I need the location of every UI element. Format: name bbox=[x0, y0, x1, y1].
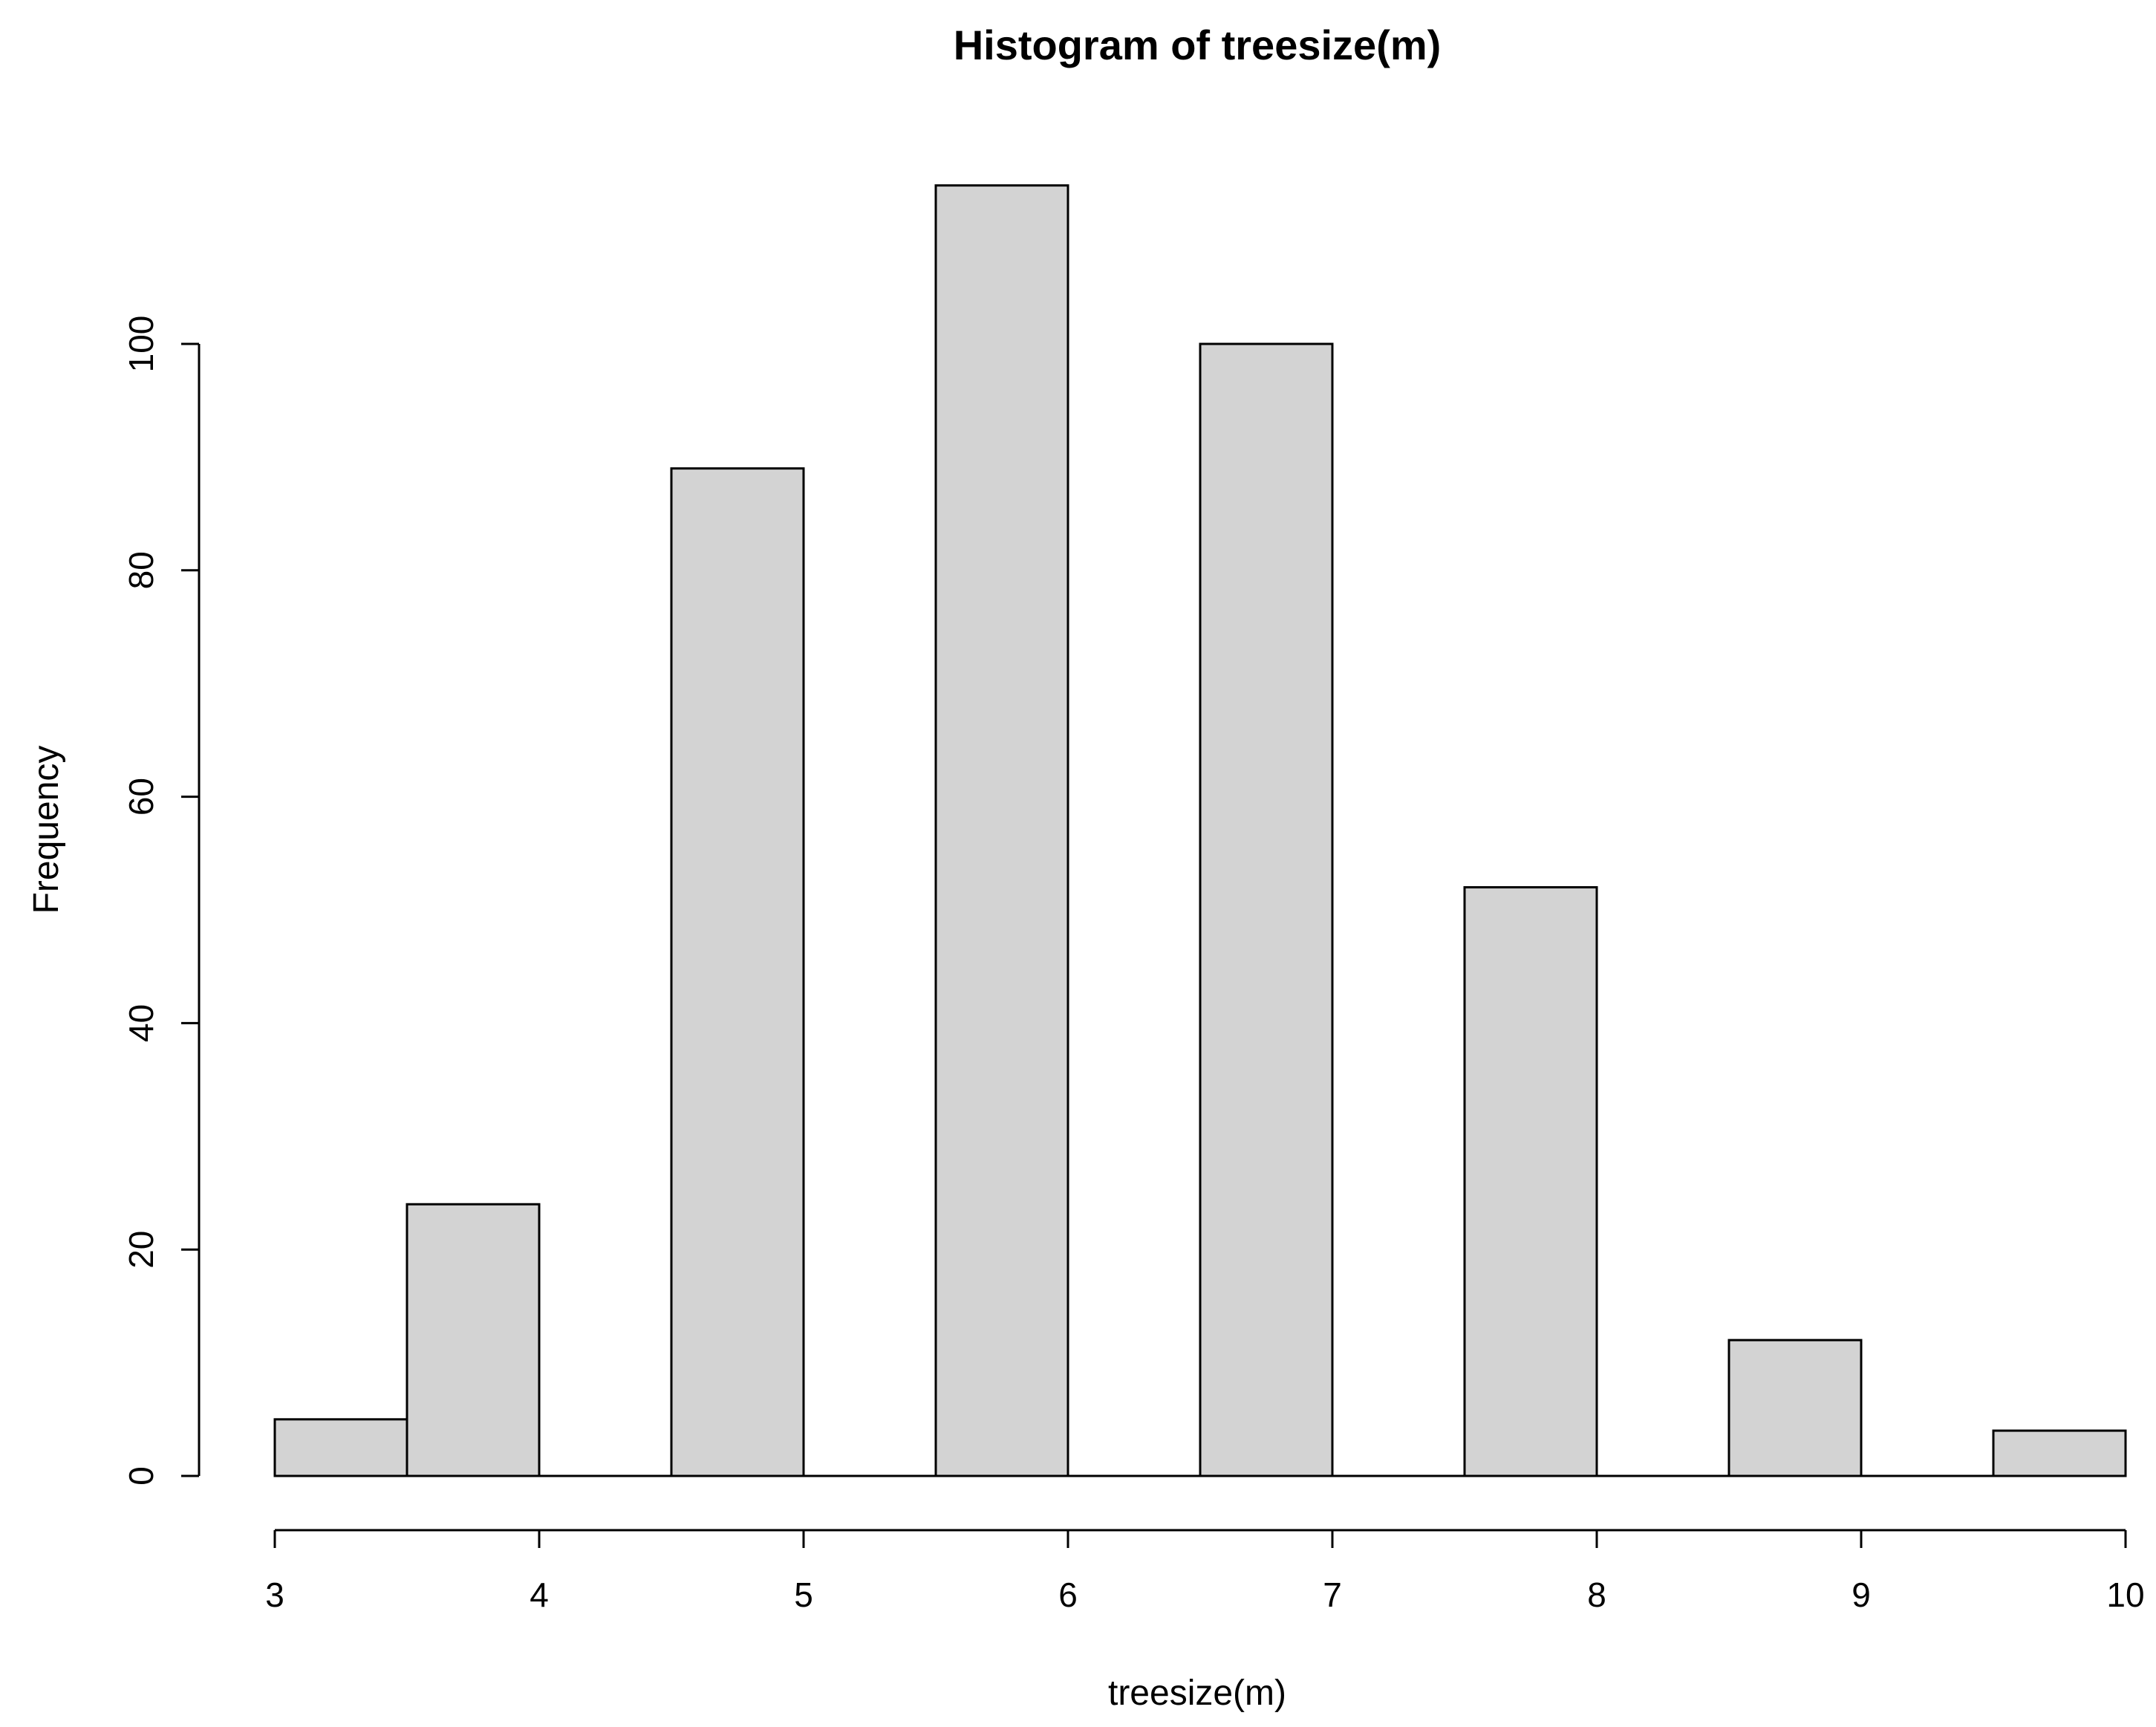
x-tick-label: 5 bbox=[794, 1575, 813, 1614]
histogram-bar bbox=[934, 184, 1069, 1477]
histogram-bar bbox=[1992, 1429, 2127, 1477]
histogram-bar bbox=[1727, 1339, 1863, 1477]
y-axis-label: Frequency bbox=[27, 746, 66, 914]
x-tick-label: 7 bbox=[1323, 1575, 1342, 1614]
x-axis: 3 4 5 6 7 8 9 10 bbox=[265, 1529, 2145, 1614]
x-tick-label: 8 bbox=[1587, 1575, 1606, 1614]
bars-group bbox=[273, 184, 2127, 1477]
y-tick-label: 40 bbox=[122, 1004, 160, 1042]
y-tick-label: 80 bbox=[122, 551, 160, 589]
chart-title: Histogram of treesize(m) bbox=[954, 22, 1442, 68]
x-tick-label: 10 bbox=[2106, 1575, 2144, 1614]
y-tick-label: 60 bbox=[122, 778, 160, 816]
histogram-bar bbox=[406, 1203, 541, 1477]
y-tick-label: 20 bbox=[122, 1231, 160, 1269]
histogram-bar bbox=[1199, 342, 1334, 1477]
histogram-bar bbox=[273, 1418, 408, 1477]
y-tick-label: 100 bbox=[122, 316, 160, 373]
x-axis-label: treesize(m) bbox=[1108, 1674, 1286, 1713]
y-tick-label: 0 bbox=[122, 1466, 160, 1486]
x-tick-label: 3 bbox=[265, 1575, 284, 1614]
histogram-bar bbox=[670, 467, 805, 1477]
x-tick-label: 9 bbox=[1852, 1575, 1871, 1614]
x-tick-label: 4 bbox=[530, 1575, 549, 1614]
y-axis: 0 20 40 60 80 100 bbox=[122, 316, 201, 1486]
x-tick-label: 6 bbox=[1058, 1575, 1078, 1614]
histogram-bar bbox=[1463, 886, 1598, 1477]
